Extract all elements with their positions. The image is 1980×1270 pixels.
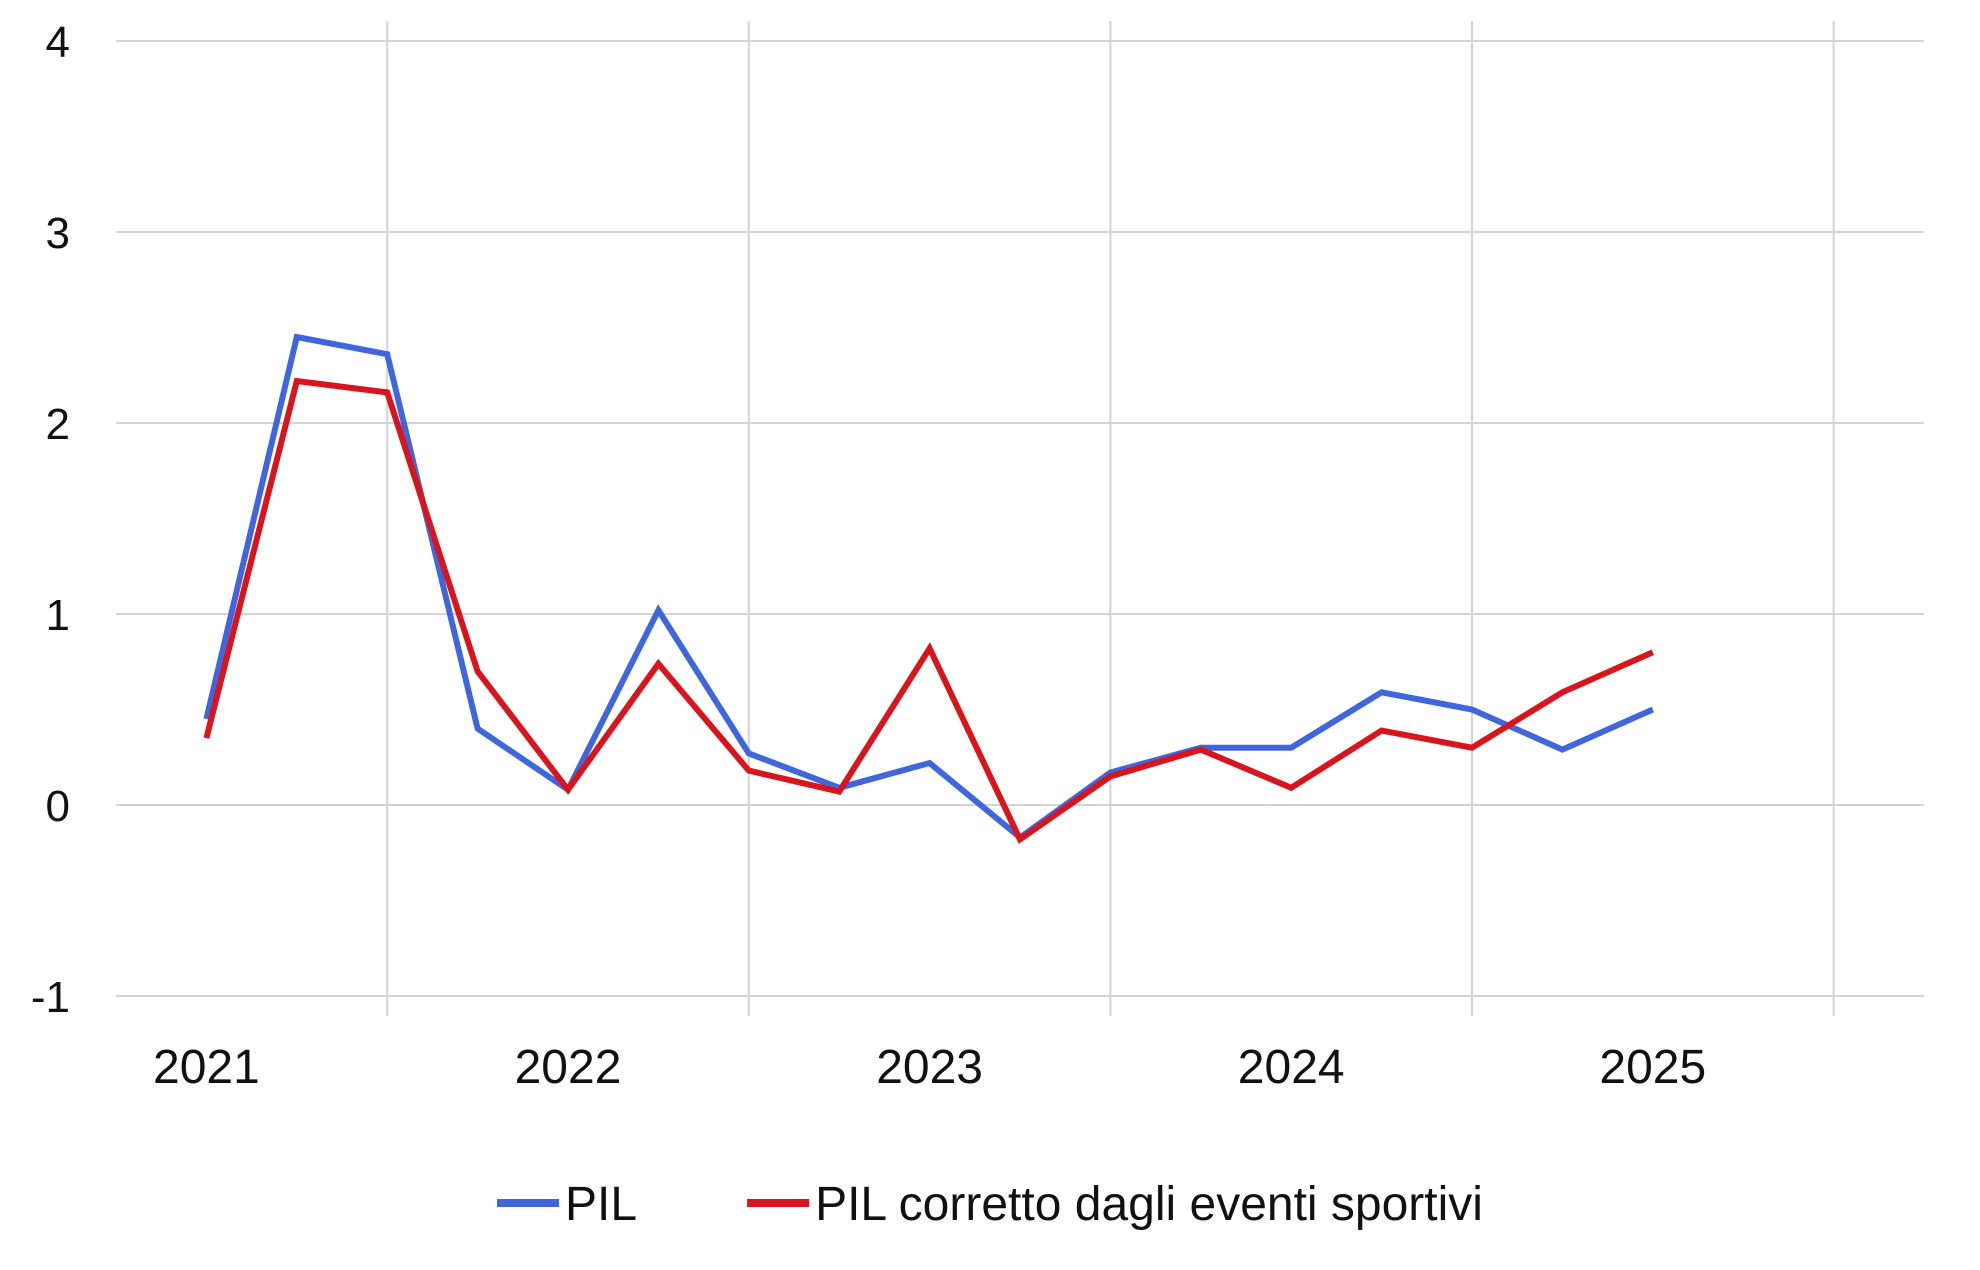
x-tick-label: 2022 bbox=[515, 1041, 622, 1094]
x-tick-label: 2023 bbox=[876, 1041, 983, 1094]
axes: -1 0 1 2 3 4 2021 2022 2023 2024 2025 bbox=[31, 18, 1706, 1094]
y-tick-label: 3 bbox=[46, 209, 70, 258]
x-tick-label: 2021 bbox=[153, 1041, 260, 1094]
grid bbox=[116, 21, 1924, 1016]
legend-label: PIL corretto dagli eventi sportivi bbox=[815, 1178, 1483, 1231]
series-line-1 bbox=[203, 377, 1655, 844]
y-tick-label: 2 bbox=[46, 400, 70, 449]
legend: PIL PIL corretto dagli eventi sportivi bbox=[497, 1178, 1483, 1231]
series-lines bbox=[203, 333, 1655, 844]
y-tick-label: 1 bbox=[46, 591, 70, 640]
x-tick-label: 2024 bbox=[1238, 1041, 1345, 1094]
legend-label: PIL bbox=[565, 1178, 637, 1231]
y-tick-label: 0 bbox=[46, 782, 70, 831]
x-tick-label: 2025 bbox=[1599, 1041, 1706, 1094]
y-tick-label: -1 bbox=[31, 973, 70, 1022]
series-line-0 bbox=[203, 333, 1655, 842]
y-tick-label: 4 bbox=[46, 18, 70, 67]
